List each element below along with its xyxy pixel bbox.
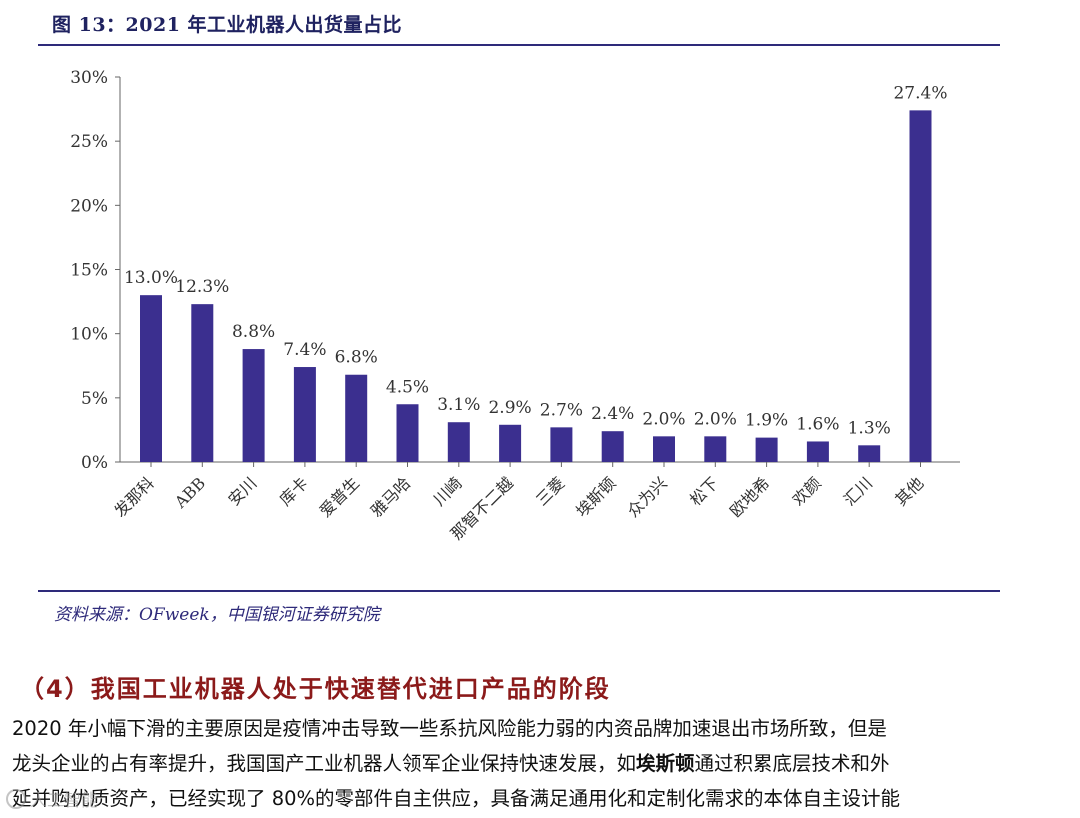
bar-value-label: 13.0% xyxy=(124,268,178,288)
bar xyxy=(601,431,624,462)
x-category-label: ABB xyxy=(170,473,209,512)
bar-value-label: 7.4% xyxy=(283,340,326,360)
bar-value-label: 27.4% xyxy=(893,83,947,103)
figure-title: 图 13：2021 年工业机器人出货量占比 xyxy=(52,14,403,36)
x-category-label: 安川 xyxy=(224,473,260,509)
bar xyxy=(653,436,675,462)
bar xyxy=(140,295,162,462)
bar xyxy=(704,436,727,462)
body-paragraph: 2020 年小幅下滑的主要原因是疫情冲击导致一些系抗风险能力弱的内资品牌加速退出… xyxy=(12,711,1072,816)
body-line-2: 龙头企业的占有率提升，我国国产工业机器人领军企业保持快速发展，如埃斯顿通过积累底… xyxy=(12,746,1072,781)
x-category-label: 汇川 xyxy=(840,473,876,509)
bar-value-label: 2.0% xyxy=(642,409,685,429)
bar-value-label: 2.0% xyxy=(694,409,737,429)
x-category-label: 库卡 xyxy=(276,473,312,509)
x-category-label: 发那科 xyxy=(110,473,157,520)
body-line-2-bold: 埃斯顿 xyxy=(636,752,695,775)
bar-value-label: 2.7% xyxy=(540,400,583,420)
x-category-label: 雅马哈 xyxy=(367,473,414,520)
body-line-3: 延并购优质资产，已经实现了 80%的零部件自主供应，具备满足通用化和定制化需求的… xyxy=(12,781,1072,816)
body-line-2-tail: 通过积累底层技术和外 xyxy=(694,752,890,775)
bar xyxy=(806,441,829,462)
body-line-3-text: 延并购优质资产，已经实现了 80%的零部件自主供应，具备满足通用化和定制化需求的… xyxy=(12,787,901,810)
bar-value-label: 2.9% xyxy=(488,398,531,418)
y-tick-label: 5% xyxy=(81,389,108,409)
bar xyxy=(755,437,778,462)
y-tick-label: 25% xyxy=(70,132,108,152)
bar xyxy=(550,427,573,462)
bar-value-label: 8.8% xyxy=(232,322,275,342)
x-category-label: 松下 xyxy=(686,473,722,509)
bar-value-label: 6.8% xyxy=(335,348,378,368)
y-tick-label: 30% xyxy=(70,68,108,88)
x-category-label: 川崎 xyxy=(430,473,466,509)
bar xyxy=(191,304,214,462)
bar-value-label: 1.9% xyxy=(745,411,788,431)
body-line-2-text: 龙头企业的占有率提升，我国国产工业机器人领军企业保持快速发展，如 xyxy=(12,752,637,775)
watermark-logo-icon xyxy=(6,789,26,809)
top-rule xyxy=(38,44,1000,46)
figure-source: 资料来源：OFweek，中国银河证券研究院 xyxy=(54,605,380,625)
x-category-label: 三菱 xyxy=(532,473,568,509)
bar-value-label: 3.1% xyxy=(437,395,480,415)
x-category-label: 欢颜 xyxy=(789,473,825,509)
bar-value-label: 2.4% xyxy=(591,404,634,424)
x-category-label: 其他 xyxy=(891,473,927,509)
body-line-1: 2020 年小幅下滑的主要原因是疫情冲击导致一些系抗风险能力弱的内资品牌加速退出… xyxy=(12,711,1072,746)
bar xyxy=(447,422,470,462)
bar-value-label: 12.3% xyxy=(175,277,229,297)
bar xyxy=(909,110,932,462)
y-tick-label: 15% xyxy=(70,261,108,281)
bar xyxy=(242,349,265,462)
bar xyxy=(396,404,419,462)
bottom-rule xyxy=(38,590,1000,592)
x-category-label: 欧地希 xyxy=(726,473,773,520)
section-heading: （4）我国工业机器人处于快速替代进口产品的阶段 xyxy=(20,675,611,703)
y-tick-label: 10% xyxy=(70,325,108,345)
bar-chart: 0% 5% 10% 15% 20% 25% 30% 13.0% 发那科 12.3% ABB 8.8% 安… xyxy=(70,68,960,543)
y-tick-label: 0% xyxy=(81,453,108,473)
bar-value-label: 1.3% xyxy=(848,418,891,438)
bar xyxy=(345,374,368,462)
x-category-label: 爱普生 xyxy=(316,473,363,520)
y-tick-label: 20% xyxy=(70,196,108,216)
bar-value-label: 4.5% xyxy=(386,377,429,397)
bar xyxy=(858,445,881,462)
body-line-1-text: 2020 年小幅下滑的主要原因是疫情冲击导致一些系抗风险能力弱的内资品牌加速退出… xyxy=(12,717,887,740)
bar-value-label: 1.6% xyxy=(796,414,839,434)
bar xyxy=(293,367,316,462)
bar xyxy=(499,424,522,462)
x-category-label: 众为兴 xyxy=(623,473,670,520)
x-category-label: 埃斯顿 xyxy=(572,473,619,520)
watermark-text: 人工智能 xyxy=(30,791,98,811)
watermark: 人工智能 xyxy=(6,786,98,811)
